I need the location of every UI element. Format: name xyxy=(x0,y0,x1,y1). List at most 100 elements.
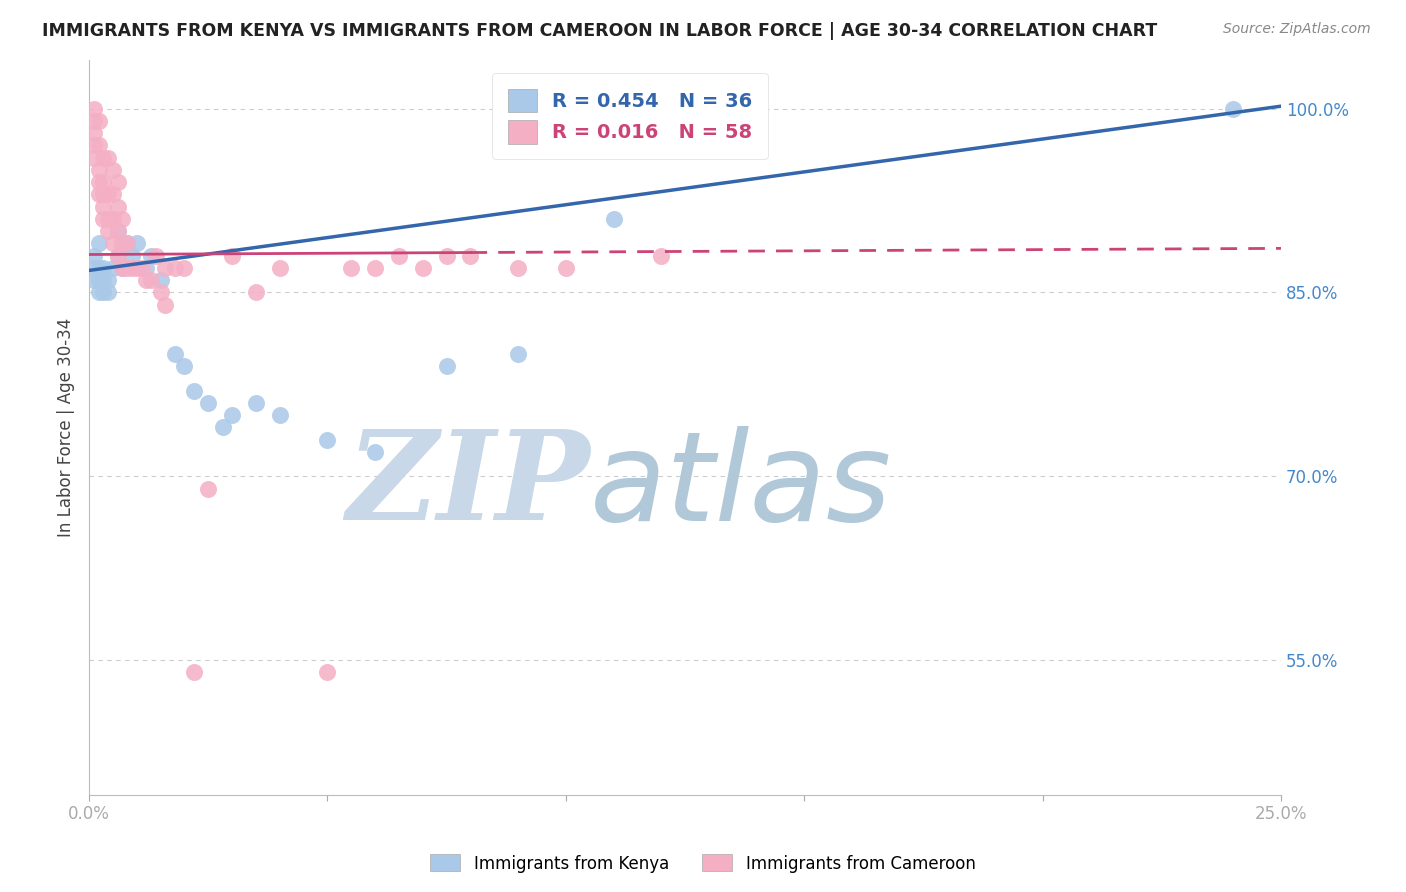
Legend: R = 0.454   N = 36, R = 0.016   N = 58: R = 0.454 N = 36, R = 0.016 N = 58 xyxy=(492,73,768,160)
Point xyxy=(269,260,291,275)
Point xyxy=(87,273,110,287)
Point xyxy=(97,273,120,287)
Point xyxy=(107,224,129,238)
Point xyxy=(412,260,434,275)
Point xyxy=(83,126,105,140)
Point xyxy=(115,236,138,251)
Y-axis label: In Labor Force | Age 30-34: In Labor Force | Age 30-34 xyxy=(58,318,75,537)
Point xyxy=(93,285,115,300)
Point xyxy=(364,260,387,275)
Point xyxy=(111,236,134,251)
Point xyxy=(83,138,105,153)
Legend: Immigrants from Kenya, Immigrants from Cameroon: Immigrants from Kenya, Immigrants from C… xyxy=(423,847,983,880)
Point xyxy=(221,249,243,263)
Point xyxy=(93,187,115,202)
Point xyxy=(245,285,267,300)
Point xyxy=(97,285,120,300)
Point xyxy=(163,260,186,275)
Point xyxy=(211,420,233,434)
Point xyxy=(316,665,339,680)
Point xyxy=(197,396,219,410)
Point xyxy=(163,347,186,361)
Point xyxy=(115,236,138,251)
Point xyxy=(97,187,120,202)
Point xyxy=(93,260,115,275)
Point xyxy=(107,175,129,189)
Point xyxy=(121,260,143,275)
Point xyxy=(97,151,120,165)
Point xyxy=(101,211,124,226)
Point xyxy=(83,249,105,263)
Point xyxy=(173,260,195,275)
Point xyxy=(460,249,482,263)
Point xyxy=(183,665,205,680)
Point xyxy=(87,114,110,128)
Point xyxy=(93,151,115,165)
Point xyxy=(107,249,129,263)
Point xyxy=(131,260,153,275)
Point xyxy=(87,162,110,177)
Point xyxy=(388,249,411,263)
Point xyxy=(93,175,115,189)
Point xyxy=(316,433,339,447)
Point xyxy=(83,273,105,287)
Point xyxy=(115,260,138,275)
Point xyxy=(101,187,124,202)
Point xyxy=(83,260,105,275)
Point xyxy=(245,396,267,410)
Point xyxy=(97,224,120,238)
Point xyxy=(125,236,148,251)
Point xyxy=(93,273,115,287)
Point xyxy=(197,482,219,496)
Point xyxy=(111,211,134,226)
Point xyxy=(93,200,115,214)
Point xyxy=(111,260,134,275)
Text: ZIP: ZIP xyxy=(346,425,589,547)
Point xyxy=(83,151,105,165)
Point xyxy=(149,273,172,287)
Point xyxy=(183,384,205,398)
Point xyxy=(436,249,458,263)
Point xyxy=(125,260,148,275)
Point xyxy=(145,249,167,263)
Point xyxy=(155,298,177,312)
Point xyxy=(87,236,110,251)
Point xyxy=(135,260,157,275)
Point xyxy=(436,359,458,373)
Point xyxy=(93,211,115,226)
Point xyxy=(121,249,143,263)
Point xyxy=(173,359,195,373)
Point xyxy=(1222,102,1244,116)
Point xyxy=(101,162,124,177)
Point xyxy=(139,273,162,287)
Text: Source: ZipAtlas.com: Source: ZipAtlas.com xyxy=(1223,22,1371,37)
Point xyxy=(97,211,120,226)
Point xyxy=(149,285,172,300)
Point xyxy=(155,260,177,275)
Point xyxy=(107,224,129,238)
Point xyxy=(364,445,387,459)
Text: atlas: atlas xyxy=(589,425,891,547)
Point xyxy=(87,187,110,202)
Point xyxy=(221,408,243,422)
Point xyxy=(83,114,105,128)
Point xyxy=(107,249,129,263)
Point xyxy=(87,285,110,300)
Point xyxy=(111,260,134,275)
Point xyxy=(87,175,110,189)
Point xyxy=(340,260,363,275)
Point xyxy=(508,260,530,275)
Point xyxy=(107,200,129,214)
Point xyxy=(554,260,576,275)
Point xyxy=(87,138,110,153)
Point xyxy=(139,249,162,263)
Point xyxy=(602,211,624,226)
Point xyxy=(135,273,157,287)
Text: IMMIGRANTS FROM KENYA VS IMMIGRANTS FROM CAMEROON IN LABOR FORCE | AGE 30-34 COR: IMMIGRANTS FROM KENYA VS IMMIGRANTS FROM… xyxy=(42,22,1157,40)
Point xyxy=(269,408,291,422)
Point xyxy=(87,260,110,275)
Point xyxy=(83,102,105,116)
Point xyxy=(101,260,124,275)
Point xyxy=(101,236,124,251)
Point xyxy=(508,347,530,361)
